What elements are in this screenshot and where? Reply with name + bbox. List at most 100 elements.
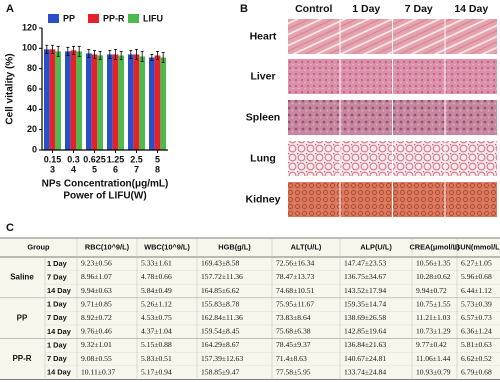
row-label: Heart [250,30,277,42]
error-bar [56,45,60,57]
legend-label: LIFU [143,13,163,23]
table-cell: 5.84±0.49 [141,286,172,295]
table-cell: 5.26±1.12 [141,299,172,308]
bar [139,56,146,150]
histology-image [393,100,445,135]
x-tick-label: 0.15 [44,154,62,164]
table-cell: 72.56±16.34 [276,259,315,268]
table-header: Group [27,242,50,251]
table-cell: 73.83±8.64 [276,313,311,322]
table-cell: 136.84±21.63 [344,340,386,349]
table-cell: 6.44±1.12 [461,286,492,295]
y-tick-label: 20 [27,124,37,134]
axis [41,28,168,151]
histology-image [340,19,392,54]
bar [148,57,155,150]
error-bar [156,50,159,60]
table-cell: 5.83±0.51 [141,354,172,363]
table-header: HGB(g/L) [218,242,251,251]
x-tick-label: 6 [113,164,118,174]
error-bar [114,48,117,60]
table-cell: 142.85±19.64 [344,327,386,336]
table-cell: 6.27±1.05 [461,259,492,268]
table-cell: 157.72±11.36 [201,272,243,281]
x-tick-label: 3 [50,164,55,174]
histology-image [288,59,340,94]
group-label: PP [17,313,28,322]
table-cell: 6.36±1.24 [461,327,492,336]
error-bar [45,44,49,54]
error-bar [108,49,112,59]
table-cell: 5.15±0.88 [141,340,172,349]
table-cell: 10.75±1.55 [416,299,451,308]
histology-image [393,182,445,217]
group-label: PP-R [12,354,31,363]
x-tick-label: 7 [134,164,139,174]
histology-image [445,182,497,217]
table-cell: 9.32±1.01 [81,340,112,349]
error-bar [93,49,96,59]
error-bar [150,54,154,61]
table-cell: 4.37±1.04 [141,327,172,336]
column-header: Control [295,3,332,15]
day-label: 1 Day [47,259,68,268]
bar [160,57,167,150]
table-cell: 11.21±1.03 [416,313,450,322]
table-cell: 169.43±8.58 [201,259,240,268]
column-header: 14 Day [454,3,488,15]
x-tick-label: 5 [92,164,97,174]
table-header: BUN(mmol/L) [455,242,500,251]
day-label: 7 Day [47,272,68,281]
histology-image [340,141,392,176]
legend-label: PP-R [103,13,125,23]
table-cell: 75.95±11.67 [276,299,314,308]
group-label: Saline [10,273,34,282]
table-cell: 140.67±24.81 [344,354,386,363]
y-tick-label: 80 [27,63,37,73]
table-cell: 9.71±0.85 [81,299,112,308]
error-bar [161,52,165,63]
bar [49,49,56,150]
histology-image [288,141,340,176]
bar [64,51,71,151]
bar [91,54,98,150]
table-cell: 4.78±0.66 [141,272,172,281]
day-label: 1 Day [47,340,68,349]
table-cell: 9.94±0.63 [81,286,112,295]
table-cell: 75.68±6.38 [276,327,311,336]
y-tick-label: 100 [22,43,37,53]
bar [133,54,140,150]
table-cell: 162.84±11.36 [201,313,243,322]
legend-label: PP [63,13,75,23]
y-tick-label: 120 [22,22,37,32]
x-axis-label: NPs Concentration(μg/mL) [42,179,169,190]
table-cell: 9.77±0.42 [416,340,447,349]
histology-image [288,182,340,217]
bar [106,54,113,150]
bar [154,55,161,151]
x-tick-label: 4 [71,164,76,174]
legend-swatch [48,14,59,23]
column-header: 7 Day [405,3,433,15]
table-cell: 9.23±0.56 [81,259,112,268]
day-label: 14 Day [47,327,72,336]
table-header: ALP(U/L) [360,242,392,251]
y-tick-label: 0 [32,144,37,154]
bar [127,54,134,150]
x-tick-label: 0.3 [67,154,80,164]
histology-image [445,141,497,176]
error-bar [98,50,102,60]
day-label: 7 Day [47,313,68,322]
table-header: WBC(10^9/L) [144,242,190,251]
table-cell: 159.54±8.45 [201,327,240,336]
y-axis-label: Cell vitality (%) [5,53,16,124]
error-bar [51,44,54,54]
table-cell: 8.96±1.07 [81,272,112,281]
table-cell: 5.73±0.39 [461,299,492,308]
histology-image [340,100,392,135]
bar [85,53,92,150]
table-cell: 143.52±17.94 [344,286,386,295]
histology-image [445,19,497,54]
table-cell: 155.83±8.78 [201,299,240,308]
day-label: 14 Day [47,368,72,377]
